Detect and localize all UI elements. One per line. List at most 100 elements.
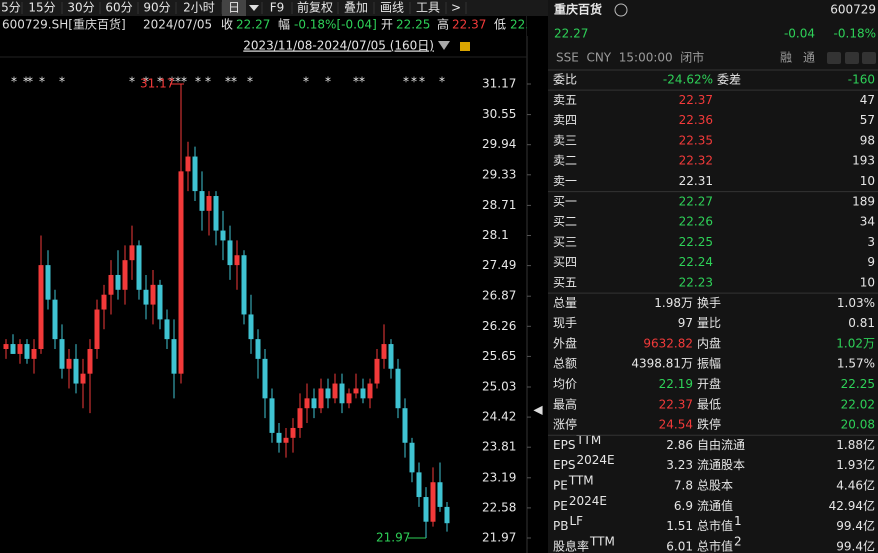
y-tick-label: 26.87	[482, 289, 516, 303]
row-value: 20.08	[841, 418, 875, 432]
candle-body	[157, 284, 163, 320]
candle-body	[24, 344, 30, 359]
row-label: 涨停	[553, 417, 577, 432]
row-value: 22.35	[679, 133, 713, 147]
dropdown-icon[interactable]	[438, 41, 450, 50]
candle-body	[423, 497, 429, 522]
high-label: 高	[437, 17, 449, 32]
tab[interactable]: 工具	[416, 1, 440, 15]
alert-button[interactable]	[845, 52, 859, 64]
candle-body	[192, 156, 198, 192]
tab[interactable]: 叠加	[344, 1, 368, 15]
market-info: SSE CNY 15:00:00 闭市	[556, 50, 704, 65]
row-value: 22.37	[659, 397, 693, 411]
row-label: EPS	[553, 458, 575, 472]
candle-body	[290, 427, 296, 438]
candle-body	[199, 191, 205, 211]
row-value: 3	[867, 235, 875, 249]
row-label: 股息率	[553, 538, 589, 553]
tab-dropdown	[249, 5, 259, 11]
tab[interactable]: 30分	[67, 1, 94, 15]
tab[interactable]: 5分	[1, 1, 21, 15]
candle-body	[416, 472, 422, 498]
candle-body	[311, 398, 317, 409]
row-value: 4398.81万	[631, 357, 693, 371]
tab[interactable]: >	[451, 1, 461, 15]
open: 22.25	[396, 18, 430, 32]
row-value: 22.36	[679, 113, 713, 127]
price-change: -0.04	[784, 27, 815, 41]
row-label: 卖三	[553, 133, 577, 147]
edit-button[interactable]	[827, 52, 841, 64]
info-icon[interactable]	[614, 3, 628, 17]
row-value: 1.93亿	[836, 457, 875, 472]
candle-body	[388, 344, 394, 369]
event-mark: *	[205, 75, 211, 89]
tab[interactable]: 日	[228, 1, 240, 15]
row-value: 193	[852, 154, 875, 168]
candle-body	[3, 344, 9, 349]
row-label: 买五	[553, 276, 577, 290]
tab[interactable]: F9	[270, 1, 285, 15]
row-value: 9	[867, 255, 875, 269]
menu-button[interactable]	[862, 52, 876, 64]
event-mark: *	[59, 75, 65, 89]
row-value: 1.51	[666, 519, 693, 533]
row-value: 1.57%	[837, 357, 875, 371]
chart-background	[0, 0, 548, 553]
tab[interactable]: 90分	[143, 1, 170, 15]
row-label: 流通股本	[697, 458, 745, 472]
row-label: 总市值	[697, 538, 733, 553]
candle-body	[45, 265, 51, 300]
candle-body	[115, 274, 121, 290]
tab[interactable]: 15分	[28, 1, 55, 15]
row-value: 99.4亿	[836, 538, 875, 553]
row-value: 4.46亿	[836, 478, 875, 493]
tab[interactable]: 前复权	[297, 0, 333, 15]
row-label: EPS	[553, 438, 575, 452]
high-annotation: 31.17	[140, 77, 174, 91]
tab[interactable]: 60分	[105, 1, 132, 15]
event-mark: *	[175, 75, 181, 89]
row-value: 6.01	[666, 539, 693, 553]
candle-body	[430, 482, 436, 522]
row-label-sup: TTM	[589, 534, 615, 548]
candle-body	[178, 171, 184, 374]
date: 2024/07/05	[143, 18, 212, 32]
tab[interactable]: 2小时	[183, 1, 215, 15]
price-pct: -0.18%	[834, 27, 876, 41]
candle-body	[262, 358, 268, 399]
candle-body	[206, 196, 212, 211]
row-label: 买四	[553, 255, 577, 269]
row-label: PE	[553, 499, 568, 513]
candle-body	[339, 383, 345, 404]
row-label: 振幅	[697, 356, 721, 371]
event-mark: *	[181, 75, 187, 89]
date-range[interactable]: 2023/11/08-2024/07/05 (160日)	[243, 39, 434, 53]
lock-icon[interactable]	[460, 42, 470, 51]
row-label-sup: 2024E	[576, 453, 614, 467]
row-label: 委差	[717, 73, 741, 87]
row-value: -160	[848, 73, 875, 87]
row-value: 98	[860, 133, 875, 147]
candle-body	[52, 299, 58, 340]
row-label: 委比	[553, 73, 577, 87]
row-value: 22.32	[679, 154, 713, 168]
candle-body	[409, 442, 415, 473]
candle-body	[318, 388, 324, 409]
candle-body	[227, 240, 233, 266]
row-value: 22.25	[841, 377, 875, 391]
candle-body	[381, 344, 387, 359]
event-mark: *	[169, 75, 175, 89]
tab[interactable]: 画线	[380, 1, 404, 15]
candle-body	[66, 358, 72, 369]
connect-button[interactable]: 通	[803, 51, 815, 65]
row-value: 22.02	[841, 397, 875, 411]
collapse-arrow[interactable]: ◀	[533, 403, 543, 417]
candle-body	[87, 348, 93, 374]
margin-button[interactable]: 融	[780, 51, 792, 65]
event-mark: *	[247, 75, 253, 89]
event-mark: *	[439, 75, 445, 89]
event-mark: *	[359, 75, 365, 89]
row-value: 9632.82	[643, 336, 693, 350]
